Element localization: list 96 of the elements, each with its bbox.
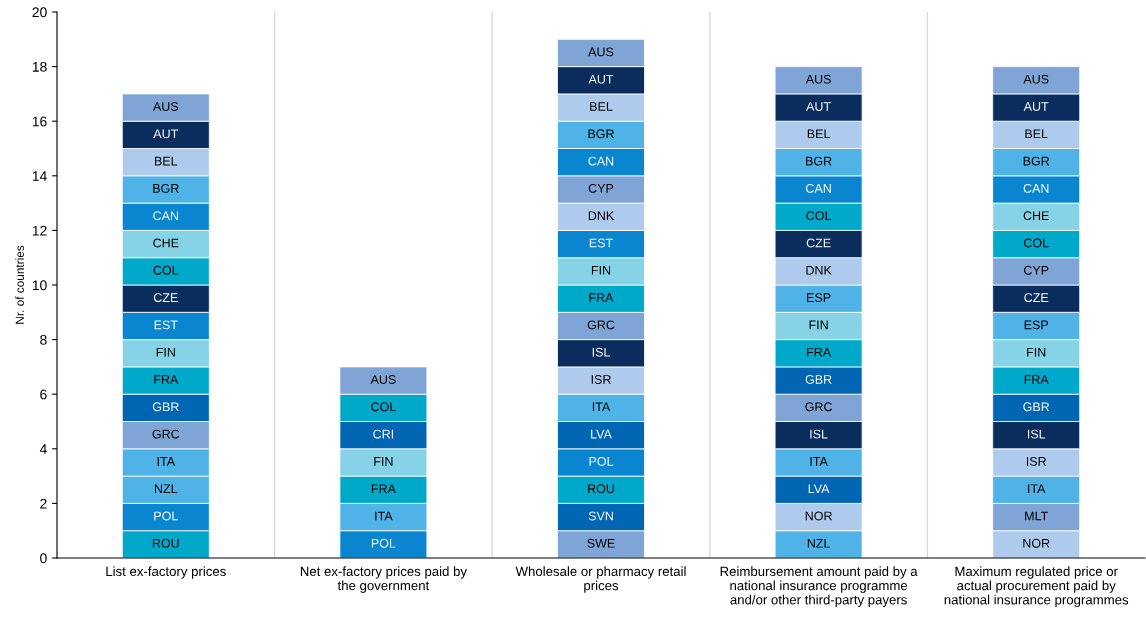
data-label: FIN <box>809 320 828 330</box>
data-label: EST <box>589 238 613 248</box>
data-label: FRA <box>1024 375 1049 384</box>
data-label: CRI <box>373 429 394 439</box>
data-label: CHE <box>1023 211 1049 221</box>
data-label: FIN <box>1027 347 1046 357</box>
y-tick-label: 2 <box>40 498 47 509</box>
data-label: NOR <box>805 511 832 521</box>
data-label: ISR <box>1026 456 1047 466</box>
data-label: POL <box>589 456 614 466</box>
data-label: NOR <box>1023 538 1050 548</box>
data-label: ITA <box>592 402 611 412</box>
data-label: GBR <box>805 375 832 384</box>
data-label: ITA <box>1028 484 1046 493</box>
x-tick-label: List ex-factory prices <box>106 566 226 579</box>
data-label: LVA <box>591 429 612 439</box>
data-label: CHE <box>153 238 179 248</box>
data-label: BEL <box>1025 129 1048 139</box>
data-label: DNK <box>588 211 615 220</box>
y-tick-label: 6 <box>40 389 47 400</box>
data-label: FRA <box>807 347 832 357</box>
y-tick-label: 20 <box>32 7 47 18</box>
data-label: CAN <box>1023 183 1049 193</box>
x-tick-label: Net ex-factory prices paid by the government <box>300 566 467 593</box>
data-label: LVA <box>808 484 830 493</box>
data-label: BGR <box>153 183 179 193</box>
data-label: SWE <box>587 538 615 548</box>
data-label: ITA <box>157 457 176 466</box>
data-label: BGR <box>1023 156 1050 166</box>
data-label: AUS <box>1023 74 1049 84</box>
data-label: FIN <box>374 457 393 466</box>
data-label: CAN <box>153 211 178 221</box>
data-label: FRA <box>154 375 179 384</box>
data-label: COL <box>1023 238 1049 248</box>
data-label: ISL <box>592 347 610 357</box>
data-label: ESP <box>807 293 831 303</box>
x-tick-label: Maximum regulated price or actual procurement paid by national insurance programmes <box>944 566 1129 608</box>
data-label: CYP <box>1023 265 1049 275</box>
data-label: ITA <box>375 511 393 521</box>
data-label: NZL <box>155 484 178 493</box>
data-label: AUT <box>1023 102 1049 111</box>
data-label: CZE <box>806 238 831 248</box>
y-tick-label: 4 <box>39 444 47 454</box>
data-label: BEL <box>590 102 613 111</box>
data-label: FRA <box>371 484 396 493</box>
data-label: POL <box>154 511 178 521</box>
data-label: COL <box>153 265 179 275</box>
y-axis-title: Nr. of countries <box>15 245 24 324</box>
data-label: CAN <box>588 156 614 166</box>
data-label: GRC <box>805 402 833 412</box>
data-label: BEL <box>155 156 178 166</box>
x-tick-label: Reimbursement amount paid by a national insurance programme and/or other third-party payers <box>720 566 918 608</box>
data-label: AUS <box>152 102 179 111</box>
data-label: GRC <box>152 429 180 439</box>
data-label: GBR <box>152 402 179 412</box>
y-tick-label: 10 <box>32 280 47 291</box>
data-label: AUT <box>806 102 831 111</box>
y-tick-label: 12 <box>32 225 47 236</box>
data-label: ROU <box>152 538 179 548</box>
data-label: GRC <box>587 320 615 330</box>
x-tick-label: Wholesale or pharmacy retail prices <box>515 566 686 593</box>
data-label: BGR <box>588 129 614 139</box>
data-label: ISL <box>1027 429 1046 439</box>
data-label: BEL <box>807 129 830 139</box>
y-tick-label: 16 <box>32 116 47 127</box>
data-label: GBR <box>1023 402 1050 412</box>
data-label: AUT <box>153 129 179 139</box>
data-label: CYP <box>588 183 614 193</box>
data-label: ISR <box>591 375 611 384</box>
data-label: CAN <box>806 183 831 193</box>
data-label: CZE <box>153 293 178 303</box>
data-label: FIN <box>156 347 175 357</box>
y-tick-label: 0 <box>40 553 47 564</box>
data-label: AUT <box>588 74 614 84</box>
data-label: ISL <box>810 429 828 439</box>
data-label: MLT <box>1025 511 1048 521</box>
data-label: DNK <box>806 265 832 275</box>
data-label: AUS <box>370 375 396 384</box>
data-label: EST <box>154 320 178 330</box>
data-label: SVN <box>588 511 613 521</box>
y-tick-label: 14 <box>32 171 47 181</box>
data-label: CZE <box>1024 293 1049 303</box>
data-label: FRA <box>589 293 614 302</box>
y-tick-label: 18 <box>32 61 47 72</box>
data-label: NZL <box>807 538 830 548</box>
data-label: ITA <box>810 457 828 466</box>
data-label: AUS <box>588 47 614 57</box>
data-label: COL <box>806 211 832 221</box>
data-label: COL <box>371 402 396 412</box>
data-label: BGR <box>806 156 832 166</box>
data-label: ROU <box>588 484 614 494</box>
data-label: ESP <box>1024 320 1049 330</box>
data-label: AUS <box>805 74 831 84</box>
data-label: FIN <box>591 265 611 275</box>
data-label: POL <box>371 538 396 548</box>
y-tick-label: 8 <box>40 334 47 345</box>
